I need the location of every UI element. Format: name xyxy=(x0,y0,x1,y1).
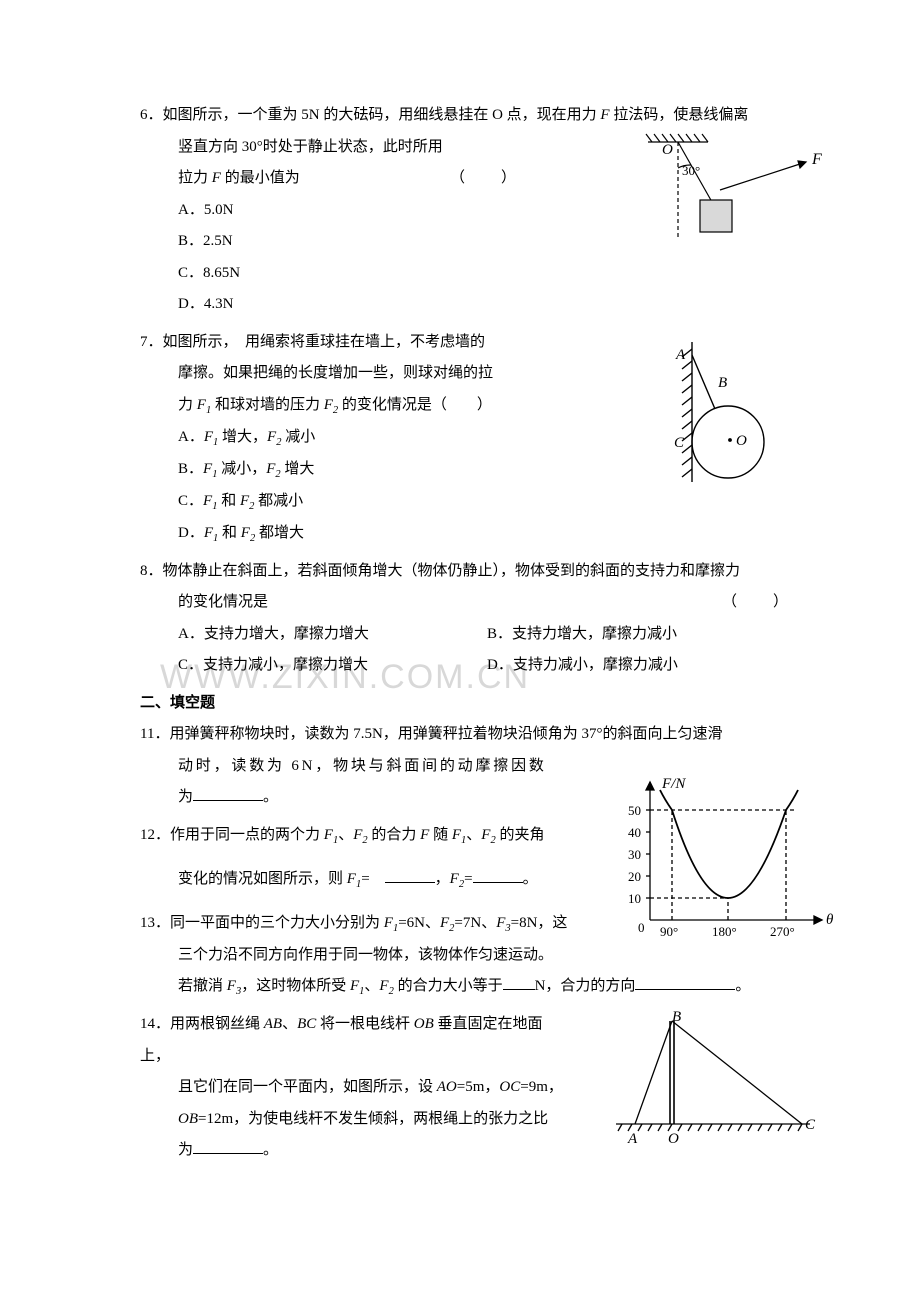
question-6: 6．如图所示，一个重为 5N 的大砝码，用细线悬挂在 O 点，现在用力 F 拉法… xyxy=(140,100,790,321)
text: 拉法码，使悬线偏离 xyxy=(610,107,749,123)
period: 。 xyxy=(263,789,278,805)
q7-optD: D．F1 和 F2 都增大 xyxy=(140,518,790,550)
blank xyxy=(193,785,263,801)
text: 的最小值为 xyxy=(221,170,300,186)
q12-line1: 12．作用于同一点的两个力 F1、F2 的合力 F 随 F1、F2 的夹角 xyxy=(140,820,570,852)
question-14: 14．用两根钢丝绳 AB、BC 将一根电线杆 OB 垂直固定在地面 上， 且它们… xyxy=(140,1009,790,1167)
q6-optD: D．4.3N xyxy=(140,289,790,321)
F1: F xyxy=(197,397,206,413)
var-F: F xyxy=(600,107,609,123)
q8-optA: A．支持力增大，摩擦力增大 xyxy=(178,619,481,651)
blank xyxy=(473,867,523,883)
svg-text:30: 30 xyxy=(628,847,641,862)
svg-text:10: 10 xyxy=(628,891,641,906)
text: 力 xyxy=(178,397,197,413)
q8-optsAB: A．支持力增大，摩擦力增大 B．支持力增大，摩擦力减小 xyxy=(140,619,790,651)
text: 的变化情况是 xyxy=(178,587,268,619)
label-O: O xyxy=(662,142,673,158)
label-O: O xyxy=(668,1131,679,1147)
text: 的变化情况是（ ） xyxy=(338,397,492,413)
q8-optB: B．支持力增大，摩擦力减小 xyxy=(481,619,790,651)
q14-figure: B A O C xyxy=(610,1009,820,1149)
label-B: B xyxy=(718,375,727,391)
label-C: C xyxy=(805,1117,816,1133)
q6-optC: C．8.65N xyxy=(140,258,790,290)
q6-line3: 拉力 F 的最小值为 （ ） xyxy=(140,163,518,195)
question-8: 8．物体静止在斜面上，若斜面倾角增大（物体仍静止），物体受到的斜面的支持力和摩擦… xyxy=(140,556,790,682)
paren: （ ） xyxy=(722,587,790,619)
label-O: O xyxy=(736,433,747,449)
q8-optD: D．支持力减小，摩擦力减小 xyxy=(481,650,790,682)
blank xyxy=(385,867,435,883)
q8-optC: C．支持力减小，摩擦力增大 xyxy=(178,650,481,682)
q13-line1: 13．同一平面中的三个力大小分别为 F1=6N、F2=7N、F3=8N，这 xyxy=(140,908,600,940)
xlabel: θ xyxy=(826,912,834,928)
label-A: A xyxy=(675,347,686,363)
label-angle: 30° xyxy=(682,163,700,178)
q13-line2: 三个力沿不同方向作用于同一物体，该物体作匀速运动。 xyxy=(140,940,790,972)
q13-line3: 若撤消 F3，这时物体所受 F1、F2 的合力大小等于N，合力的方向。 xyxy=(140,971,790,1003)
text: 和球对墙的压力 xyxy=(211,397,324,413)
q14-line3: OB=12m，为使电线杆不发生倾斜，两根绳上的张力之比 xyxy=(140,1104,608,1136)
label-C: C xyxy=(674,435,685,451)
paren: （ ） xyxy=(450,163,518,195)
text: 为 xyxy=(178,789,193,805)
svg-text:40: 40 xyxy=(628,825,641,840)
var-F: F xyxy=(212,170,221,186)
label-B: B xyxy=(672,1009,681,1025)
F2: F xyxy=(324,397,333,413)
question-13: 13．同一平面中的三个力大小分别为 F1=6N、F2=7N、F3=8N，这 三个… xyxy=(140,908,790,1004)
q6-line1: 6．如图所示，一个重为 5N 的大砝码，用细线悬挂在 O 点，现在用力 F 拉法… xyxy=(140,100,790,132)
text: 拉力 xyxy=(178,170,212,186)
blank xyxy=(503,974,535,990)
label-F: F xyxy=(811,151,822,168)
q8-optsCD: WWW.ZIXIN.COM.CN C．支持力减小，摩擦力增大 D．支持力减小，摩… xyxy=(140,650,790,682)
text: 6．如图所示，一个重为 5N 的大砝码，用细线悬挂在 O 点，现在用力 xyxy=(140,107,600,123)
svg-text:50: 50 xyxy=(628,803,641,818)
question-7: 7．如图所示， 用绳索将重球挂在墙上，不考虑墙的 摩擦。如果把绳的长度增加一些，… xyxy=(140,327,790,550)
q11-line1: 11．用弹簧秤称物块时，读数为 7.5N，用弹簧秤拉着物块沿倾角为 37°的斜面… xyxy=(140,719,790,751)
blank xyxy=(193,1138,263,1154)
q7-figure: A B C O xyxy=(650,337,800,492)
blank xyxy=(635,974,735,990)
q8-line1: 8．物体静止在斜面上，若斜面倾角增大（物体仍静止），物体受到的斜面的支持力和摩擦… xyxy=(140,556,790,588)
q6-figure: O 30° F xyxy=(630,130,830,260)
label-A: A xyxy=(627,1131,638,1147)
svg-text:20: 20 xyxy=(628,869,641,884)
ylabel: F/N xyxy=(661,776,686,792)
q14-line2: 且它们在同一个平面内，如图所示，设 AO=5m，OC=9m， xyxy=(140,1072,608,1104)
q14-line1: 14．用两根钢丝绳 AB、BC 将一根电线杆 OB 垂直固定在地面 xyxy=(140,1009,580,1041)
q8-line2: 的变化情况是 （ ） xyxy=(140,587,790,619)
section-2-heading: 二、填空题 xyxy=(140,688,790,720)
question-12: 12．作用于同一点的两个力 F1、F2 的合力 F 随 F1、F2 的夹角 变化… xyxy=(140,820,790,896)
